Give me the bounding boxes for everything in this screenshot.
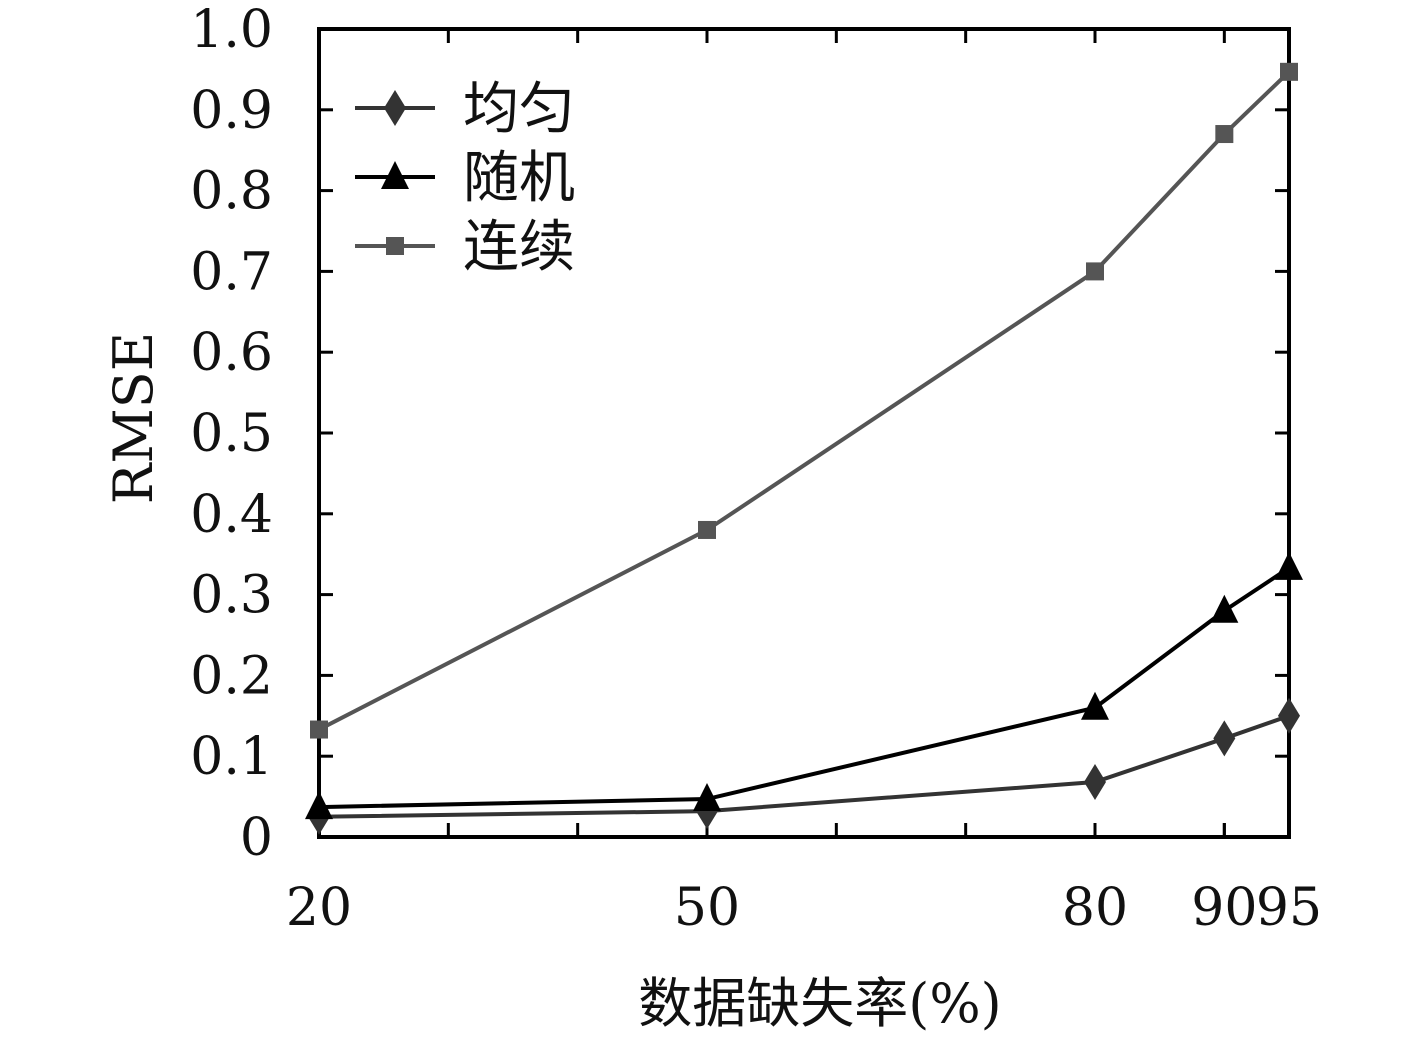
legend-marker xyxy=(381,161,409,189)
y-tick-label: 0 xyxy=(240,808,273,868)
x-tick-label: 50 xyxy=(674,878,740,938)
data-point-square xyxy=(698,520,716,539)
y-tick-label: 0.3 xyxy=(190,566,273,626)
y-tick-label: 0.7 xyxy=(190,242,273,302)
legend-item-diamond: 均匀 xyxy=(355,77,575,142)
data-point-diamond xyxy=(1084,764,1106,801)
legend-label: 均匀 xyxy=(463,77,575,142)
data-point-triangle xyxy=(1210,594,1239,623)
legend-item-triangle: 随机 xyxy=(355,146,575,211)
data-point-triangle xyxy=(693,783,721,812)
data-point-square xyxy=(1280,62,1298,81)
y-axis-title: RMSE xyxy=(102,332,165,504)
series-diamond xyxy=(308,697,1300,835)
y-tick-label: 0.6 xyxy=(190,323,273,383)
series-line-triangle xyxy=(318,566,1291,810)
series-line-diamond xyxy=(318,713,1290,819)
data-point-triangle xyxy=(1275,551,1303,580)
x-tick-label: 95 xyxy=(1256,878,1322,938)
series-square xyxy=(310,62,1298,739)
data-point-triangle xyxy=(1081,691,1109,720)
ticks: 0 0.1 0.2 0.3 0.4 0.5 0.6 0.7 0.8 0.9 1.0 20 50 80 909… xyxy=(190,0,1322,938)
y-tick-label: 0.9 xyxy=(190,81,273,141)
x-tick-label: 80 xyxy=(1062,878,1128,938)
legend-label: 随机 xyxy=(463,146,575,211)
data-point-diamond xyxy=(1213,720,1236,757)
series-triangle xyxy=(305,551,1303,820)
y-tick-label: 1.0 xyxy=(190,0,273,60)
legend-label: 连续 xyxy=(463,215,575,280)
legend-marker xyxy=(384,90,406,126)
data-point-square xyxy=(1086,262,1104,281)
data-point-diamond xyxy=(1278,697,1300,734)
y-tick-label: 0.2 xyxy=(190,646,273,706)
data-point-square xyxy=(310,720,328,739)
legend-item-square: 连续 xyxy=(355,215,575,280)
y-tick-label: 0.8 xyxy=(190,162,273,222)
y-tick-label: 0.4 xyxy=(190,485,273,545)
series xyxy=(305,62,1303,835)
legend-marker xyxy=(386,237,404,255)
x-tick-label: 90 xyxy=(1191,878,1257,938)
data-point-square xyxy=(1215,125,1234,144)
y-tick-label: 0.1 xyxy=(190,727,273,787)
y-tick-label: 0.5 xyxy=(190,404,273,464)
data-point-triangle xyxy=(305,791,333,820)
x-tick-label: 20 xyxy=(286,878,352,938)
x-axis-title: 数据缺失率(%) xyxy=(638,972,1001,1035)
